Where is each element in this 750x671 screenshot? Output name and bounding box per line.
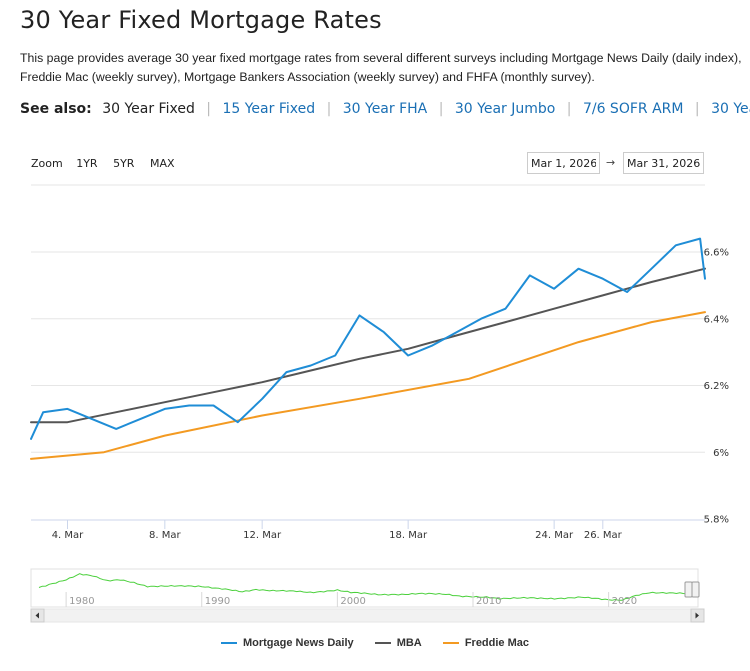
range-to-input[interactable] xyxy=(623,152,704,174)
navigator-scrollbar-track[interactable] xyxy=(30,608,705,623)
zoom-5yr-button[interactable]: 5YR xyxy=(113,157,135,170)
navigator: 1980 1990 2000 2010 2020 xyxy=(30,568,705,623)
y-gridlines xyxy=(31,184,705,453)
legend-item-freddie[interactable]: Freddie Mac xyxy=(442,637,529,649)
x-tick-label: 18. Mar xyxy=(389,530,428,541)
navigator-year-label: 1990 xyxy=(205,596,230,607)
legend-label-mba: MBA xyxy=(396,637,422,649)
x-tick-label: 12. Mar xyxy=(243,530,282,541)
navigator-year-label: 2020 xyxy=(612,596,637,607)
navigator-frame xyxy=(30,568,699,608)
see-also-link-30-year-jumbo[interactable]: 30 Year Jumbo xyxy=(454,101,556,117)
zoom-controls: Zoom 1YR 5YR MAX xyxy=(31,157,187,170)
navigator-handle-right[interactable] xyxy=(691,581,700,598)
x-axis: 4. Mar 8. Mar 12. Mar 18. Mar 24. Mar 26. Mar xyxy=(31,519,705,541)
legend: Mortgage News Daily MBA Freddie Mac xyxy=(0,637,750,649)
navigator-series xyxy=(38,573,691,601)
zoom-max-button[interactable]: MAX xyxy=(149,157,175,170)
legend-item-mnd[interactable]: Mortgage News Daily xyxy=(220,637,354,649)
page-title: 30 Year Fixed Mortgage Rates xyxy=(20,6,382,34)
y-tick-label: 6.2% xyxy=(704,381,729,392)
series-lines xyxy=(30,237,706,460)
x-tick-label: 26. Mar xyxy=(584,530,623,541)
legend-swatch-mnd xyxy=(220,642,237,645)
zoom-1yr-button[interactable]: 1YR xyxy=(76,157,98,170)
see-also-link-15-year-fixed[interactable]: 15 Year Fixed xyxy=(222,101,316,117)
see-also-link-30-year-fha[interactable]: 30 Year FHA xyxy=(342,101,428,117)
zoom-label: Zoom xyxy=(31,157,63,170)
y-axis: 5.8% 6% 6.2% 6.4% 6.6% xyxy=(704,248,729,526)
scroll-left-icon xyxy=(35,612,39,619)
legend-label-mnd: Mortgage News Daily xyxy=(242,637,354,649)
see-also-current: 30 Year Fixed xyxy=(102,101,195,117)
navigator-year-label: 2000 xyxy=(340,596,365,607)
legend-label-freddie: Freddie Mac xyxy=(464,637,529,649)
navigator-year-label: 2010 xyxy=(476,596,501,607)
navigator-year-label: 1980 xyxy=(69,596,94,607)
legend-swatch-freddie xyxy=(442,642,459,645)
y-tick-label: 6.4% xyxy=(704,314,729,325)
page-intro: This page provides average 30 year fixed… xyxy=(20,51,742,84)
see-also-link-sofr-arm[interactable]: 7/6 SOFR ARM xyxy=(582,101,684,117)
y-tick-label: 5.8% xyxy=(704,515,729,526)
legend-swatch-mba xyxy=(374,642,391,645)
see-also-link-30-year-va[interactable]: 30 Year VA xyxy=(711,101,750,117)
x-tick-label: 24. Mar xyxy=(535,530,574,541)
range-from-input[interactable] xyxy=(527,152,600,174)
y-tick-label: 6.6% xyxy=(704,248,729,259)
y-tick-label: 6% xyxy=(713,448,729,459)
see-also-label: See also: xyxy=(20,101,92,117)
series-line-freddie-mac xyxy=(30,311,706,460)
series-line-mortgage-news-daily xyxy=(30,237,706,440)
x-tick-label: 8. Mar xyxy=(149,530,181,541)
legend-item-mba[interactable]: MBA xyxy=(374,637,422,649)
x-tick-label: 4. Mar xyxy=(52,530,84,541)
see-also-bar: See also: 30 Year Fixed | 15 Year Fixed … xyxy=(20,101,750,117)
navigator-handle-left[interactable] xyxy=(684,581,693,598)
scroll-right-icon xyxy=(695,612,699,619)
range-arrow: → xyxy=(606,156,616,169)
series-line-mba xyxy=(30,267,706,424)
